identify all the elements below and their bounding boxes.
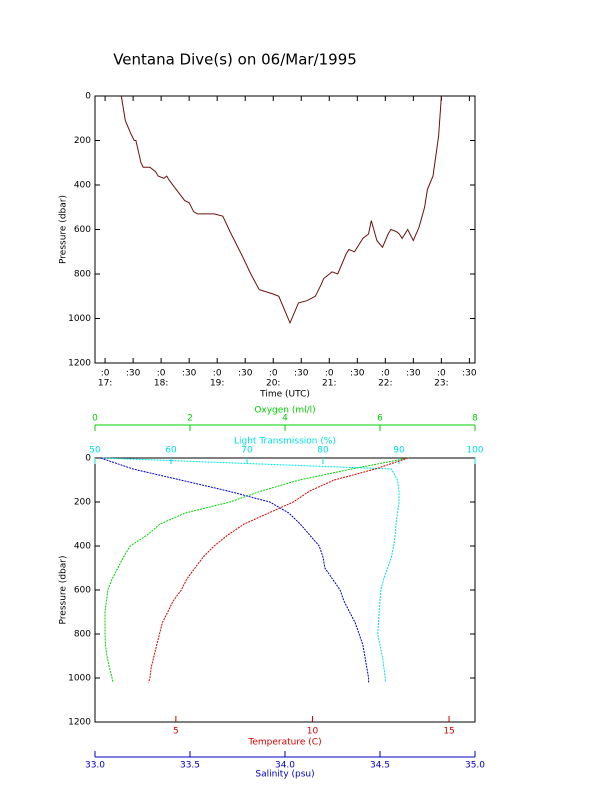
depth-line [120, 95, 442, 325]
y-tick-label: 1000 [68, 674, 91, 684]
y-axis-label: Pressure (dbar) [59, 195, 69, 264]
x-hour-label: 23: [434, 379, 448, 389]
y-tick-label: 600 [74, 586, 91, 596]
x-tick-label: 15 [443, 727, 454, 737]
x-tick-label: :0 [157, 369, 166, 379]
x-tick-label: :0 [381, 369, 390, 379]
x-hour-label: 22: [378, 379, 392, 389]
x-tick-label: 100 [466, 446, 483, 456]
x-tick-label: 5 [173, 727, 179, 737]
profile-line [100, 457, 370, 683]
x-tick-label: :30 [126, 369, 141, 379]
x-hour-label: 17: [98, 379, 112, 389]
x-axis-label: Time (UTC) [259, 390, 310, 400]
x-tick-label: 90 [393, 446, 405, 456]
x-tick-label: 0 [92, 414, 98, 424]
x-tick-label: 10 [307, 727, 319, 737]
x-tick-label: :0 [437, 369, 446, 379]
x-tick-label: :0 [325, 369, 334, 379]
x-tick-label: :30 [406, 369, 421, 379]
x-tick-label: 8 [472, 414, 478, 424]
x-axis-label: Salinity (psu) [255, 770, 314, 780]
x-tick-label: 6 [377, 414, 383, 424]
x-tick-label: 60 [165, 446, 177, 456]
x-axis-label: Oxygen (ml/l) [254, 406, 315, 416]
x-tick-label: 80 [317, 446, 329, 456]
y-tick-label: 200 [74, 136, 91, 146]
x-hour-label: 21: [322, 379, 336, 389]
x-tick-label: 33.0 [85, 761, 105, 771]
y-tick-label: 600 [74, 225, 91, 235]
x-tick-label: 34.0 [275, 761, 295, 771]
x-tick-label: 35.0 [465, 761, 485, 771]
x-tick-label: :0 [101, 369, 110, 379]
y-tick-label: 0 [85, 454, 91, 464]
y-tick-label: 1200 [68, 359, 91, 369]
x-hour-label: 18: [154, 379, 168, 389]
y-tick-label: 1000 [68, 314, 91, 324]
profile-line [148, 457, 409, 683]
x-tick-label: :30 [238, 369, 253, 379]
x-tick-label: 4 [282, 414, 288, 424]
profile-line [102, 457, 400, 683]
x-axis-label: Light Transmission (%) [234, 437, 336, 447]
x-hour-label: 19: [210, 379, 224, 389]
plot-frame [94, 457, 476, 723]
y-tick-label: 1200 [68, 718, 91, 728]
x-tick-label: 33.5 [180, 761, 200, 771]
x-tick-label: 70 [241, 446, 253, 456]
y-tick-label: 400 [74, 181, 91, 191]
x-tick-label: :30 [350, 369, 365, 379]
x-tick-label: :0 [213, 369, 222, 379]
y-tick-label: 800 [74, 630, 91, 640]
x-tick-label: :30 [294, 369, 309, 379]
y-axis-label: Pressure (dbar) [59, 556, 69, 625]
y-tick-label: 0 [85, 92, 91, 102]
chart-title: Ventana Dive(s) on 06/Mar/1995 [113, 51, 357, 69]
profile-line [104, 457, 409, 683]
y-tick-label: 200 [74, 498, 91, 508]
x-tick-label: 34.5 [370, 761, 390, 771]
x-axis-label: Temperature (C) [247, 738, 321, 748]
y-tick-label: 400 [74, 542, 91, 552]
x-tick-label: :30 [462, 369, 477, 379]
x-tick-label: :0 [269, 369, 278, 379]
x-tick-label: :30 [182, 369, 197, 379]
y-tick-label: 800 [74, 270, 91, 280]
x-hour-label: 20: [266, 379, 280, 389]
x-tick-label: 50 [89, 446, 101, 456]
x-tick-label: 2 [187, 414, 193, 424]
